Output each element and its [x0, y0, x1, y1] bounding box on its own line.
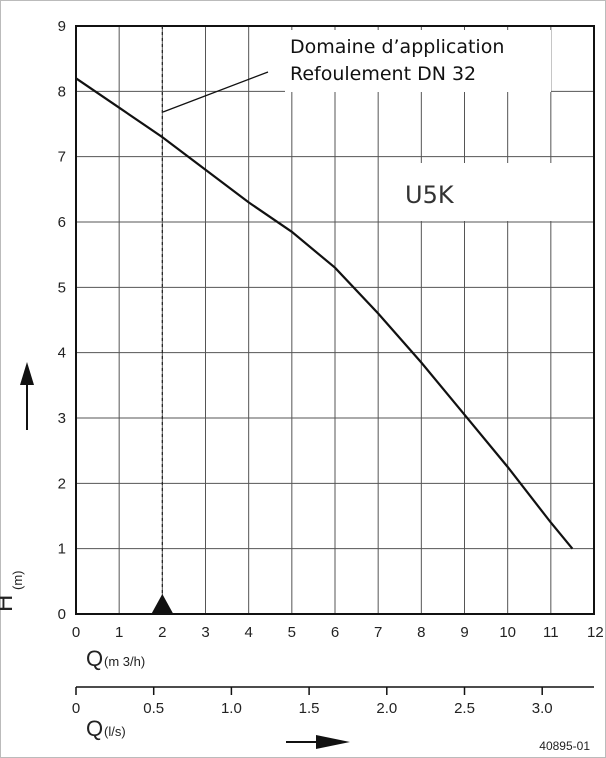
- secondary-x-tick-label: 0.5: [143, 700, 164, 717]
- curve-label: U5K: [405, 181, 455, 209]
- plot-frame: [75, 25, 595, 615]
- x-axis-symbol: Q: [86, 646, 103, 671]
- x-tick-label: 9: [460, 624, 468, 641]
- x-tick-label: 2: [158, 624, 166, 641]
- range-marker-triangle: [151, 594, 174, 614]
- x-tick-label: 5: [288, 624, 296, 641]
- y-axis-symbol: H: [0, 595, 18, 612]
- secondary-x-axis-unit: (l/s): [104, 724, 126, 739]
- y-direction-arrow-icon: [20, 362, 34, 385]
- y-tick-labels: 0 1 2 3 4 5 6 7 8 9: [58, 18, 66, 623]
- x-tick-label: 10: [499, 624, 516, 641]
- range-subtitle: Refoulement DN 32: [290, 63, 476, 85]
- x-tick-label: 6: [331, 624, 339, 641]
- x-tick-label: 1: [115, 624, 123, 641]
- y-tick-label: 2: [58, 475, 66, 492]
- y-tick-label: 9: [58, 18, 66, 35]
- secondary-x-tick-label: 2.0: [376, 700, 397, 717]
- y-tick-label: 7: [58, 149, 66, 166]
- x-tick-label: 3: [201, 624, 209, 641]
- x-axis-unit: (m 3/h): [104, 654, 145, 669]
- y-tick-label: 1: [58, 541, 66, 558]
- x-tick-label: 0: [72, 624, 80, 641]
- x-tick-labels: 0 1 2 3 4 5 6 7 8 9 10 11 12: [72, 624, 604, 641]
- annotation-box: [285, 30, 551, 92]
- x-direction-arrow-icon: [316, 735, 350, 749]
- x-tick-label: 11: [543, 624, 559, 641]
- y-tick-label: 6: [58, 214, 66, 231]
- series-line-u5k: [75, 77, 574, 550]
- figure-number: 40895-01: [539, 739, 590, 753]
- secondary-x-tick-label: 0: [72, 700, 80, 717]
- y-tick-label: 3: [58, 410, 66, 427]
- x-tick-label: 7: [374, 624, 382, 641]
- secondary-x-axis-symbol: Q: [86, 716, 103, 741]
- secondary-x-tick-labels: 0 0.5 1.0 1.5 2.0 2.5 3.0: [72, 687, 553, 717]
- x-tick-label: 12: [587, 624, 604, 641]
- x-tick-label: 4: [244, 624, 252, 641]
- x-tick-label: 8: [417, 624, 425, 641]
- annotation-leader-line: [162, 71, 269, 113]
- curve-label-box: [387, 163, 593, 221]
- secondary-x-tick-label: 3.0: [532, 700, 553, 717]
- secondary-x-tick-label: 1.5: [299, 700, 320, 717]
- secondary-x-tick-label: 2.5: [454, 700, 475, 717]
- y-tick-label: 5: [58, 279, 66, 296]
- y-axis-unit: (m): [10, 571, 25, 591]
- range-title: Domaine d’application: [290, 36, 504, 58]
- y-tick-label: 4: [58, 345, 66, 362]
- y-tick-label: 8: [58, 83, 66, 100]
- secondary-x-tick-label: 1.0: [221, 700, 242, 717]
- y-tick-label: 0: [58, 606, 66, 623]
